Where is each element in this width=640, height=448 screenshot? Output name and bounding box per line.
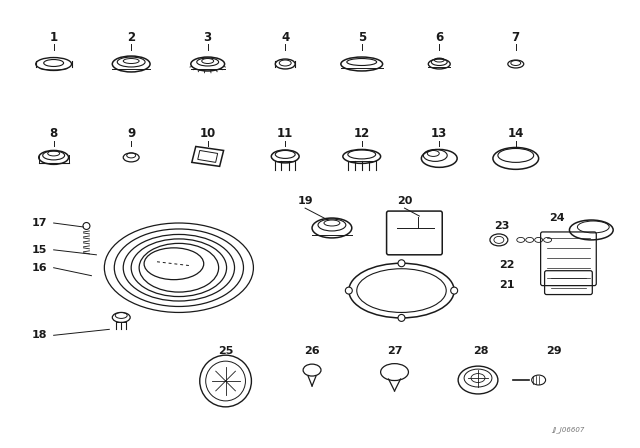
Text: 3: 3 <box>204 30 212 43</box>
Text: 2: 2 <box>127 30 135 43</box>
Text: 5: 5 <box>358 30 366 43</box>
Text: 29: 29 <box>546 346 561 356</box>
Text: 11: 11 <box>277 127 293 140</box>
Text: 24: 24 <box>548 213 564 223</box>
Circle shape <box>398 260 405 267</box>
Text: 1: 1 <box>49 30 58 43</box>
Text: 4: 4 <box>281 30 289 43</box>
Text: JJ_J06607: JJ_J06607 <box>552 426 584 433</box>
Circle shape <box>398 314 405 321</box>
Text: 27: 27 <box>387 346 403 356</box>
Text: 22: 22 <box>499 260 515 270</box>
Text: 26: 26 <box>304 346 320 356</box>
Text: 9: 9 <box>127 127 135 140</box>
Text: 12: 12 <box>354 127 370 140</box>
Text: 23: 23 <box>494 221 509 231</box>
Text: 28: 28 <box>473 346 489 356</box>
Circle shape <box>451 287 458 294</box>
Text: 19: 19 <box>298 196 313 206</box>
Text: 8: 8 <box>49 127 58 140</box>
Text: 21: 21 <box>499 280 515 289</box>
Text: 17: 17 <box>32 218 47 228</box>
Text: 6: 6 <box>435 30 444 43</box>
Text: 16: 16 <box>32 263 47 273</box>
Text: 15: 15 <box>32 245 47 255</box>
Text: 25: 25 <box>218 346 233 356</box>
Text: 20: 20 <box>397 196 412 206</box>
Text: 10: 10 <box>200 127 216 140</box>
Text: 14: 14 <box>508 127 524 140</box>
Text: 13: 13 <box>431 127 447 140</box>
Circle shape <box>346 287 352 294</box>
Text: 18: 18 <box>32 330 47 340</box>
Text: 7: 7 <box>512 30 520 43</box>
